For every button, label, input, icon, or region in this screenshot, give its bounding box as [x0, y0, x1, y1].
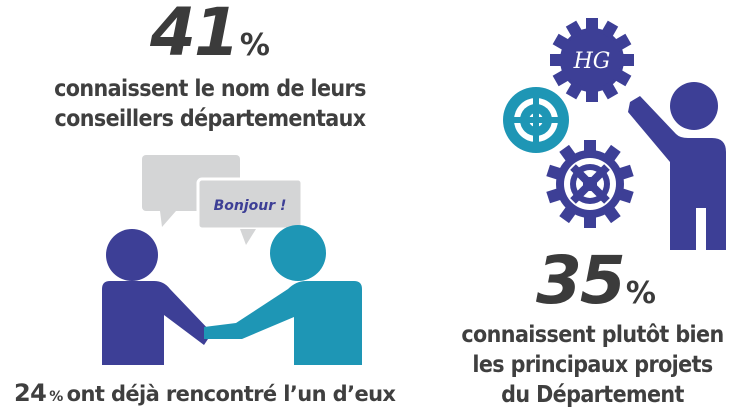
stat-41-caption-line1: connaissent le nom de leurs: [54, 76, 366, 102]
stat-24-text: ont déjà rencontré l’un d’eux: [66, 382, 396, 406]
speech-bubble-bonjour-icon: [196, 177, 304, 245]
stat-24-value: 24: [14, 379, 47, 407]
person-pointing-icon: [628, 82, 726, 250]
stat-35-value: 35: [536, 242, 626, 319]
person-left-icon: [102, 229, 212, 365]
speech-bubble-text: Bonjour !: [214, 198, 287, 214]
stat-41-percent: 41%: [150, 0, 270, 66]
stat-41-sign: %: [239, 28, 270, 63]
gear-outline-icon: [546, 140, 634, 228]
stat-35-percent: 35%: [536, 248, 656, 314]
stat-35-caption-line2: les principaux projets: [472, 352, 713, 378]
stat-35-caption: connaissent plutôt bien les principaux p…: [440, 320, 745, 410]
stat-35-caption-line3: du Département: [501, 382, 684, 408]
gear-monogram-text: HG: [573, 49, 611, 74]
gear-monogram-icon: HG: [550, 18, 634, 102]
handshake-illustration: Bonjour !: [102, 155, 362, 365]
stat-24-sign: %: [49, 389, 63, 405]
stat-41-caption: connaissent le nom de leurs conseillers …: [0, 74, 420, 134]
gears-illustration: HG: [503, 18, 726, 250]
stat-41-value: 41: [150, 0, 240, 71]
stat-41-caption-line2: conseillers départementaux: [54, 106, 366, 132]
stat-35-caption-line1: connaissent plutôt bien: [461, 322, 724, 348]
teal-wheel-icon: [503, 87, 569, 153]
stat-35-sign: %: [625, 276, 656, 311]
person-right-icon: [204, 225, 362, 365]
stat-24-line: 24% ont déjà rencontré l’un d’eux: [14, 379, 396, 407]
